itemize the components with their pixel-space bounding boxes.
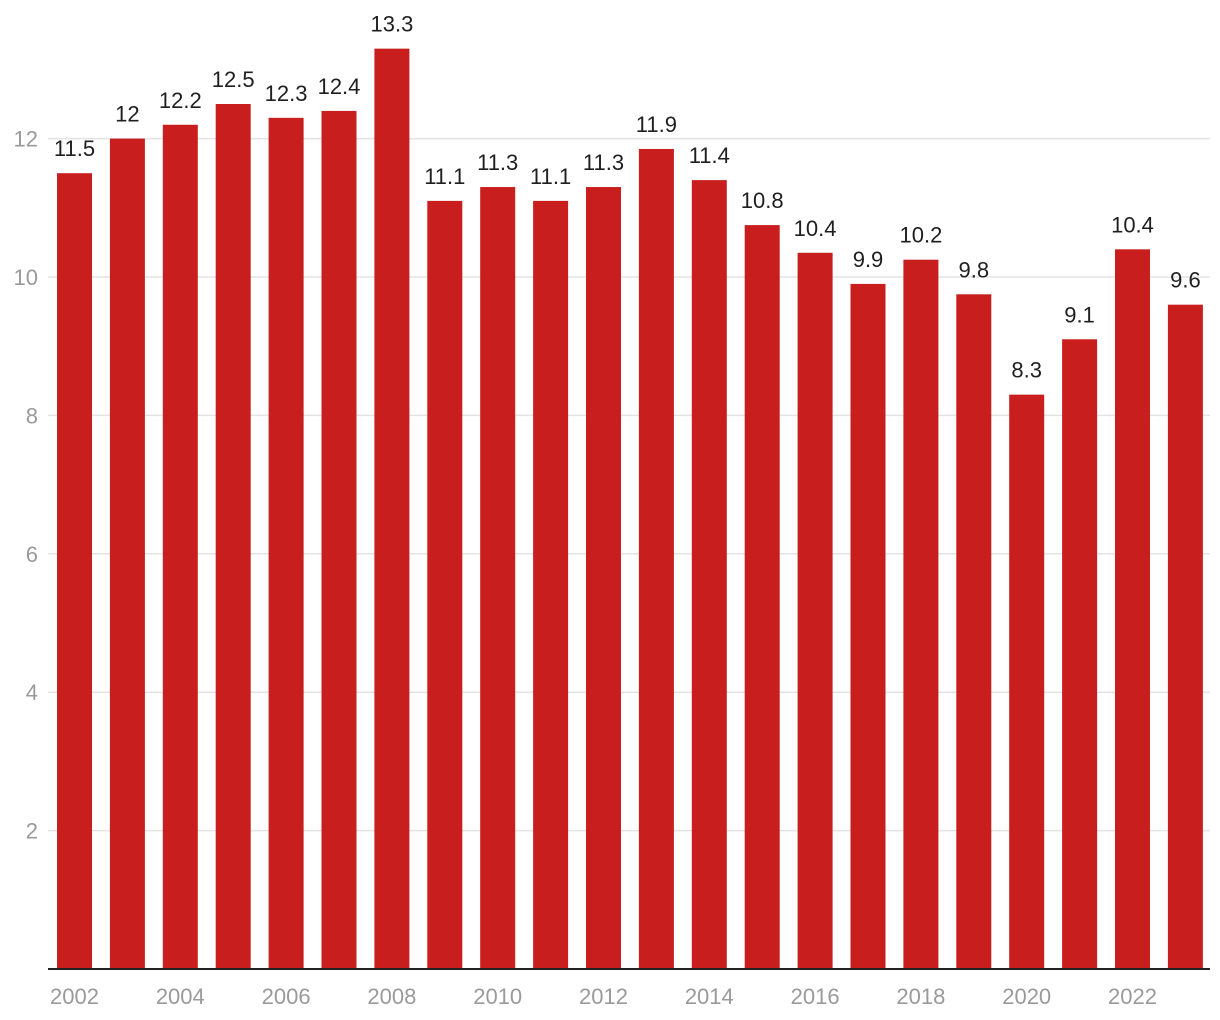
data-labels: 11.5 12 12.2 12.5 12.3 12.4 13.3 11.1 11.3 11.1 11… [54,12,1201,383]
bar-2016 [797,252,833,969]
x-tick-label-2012: 2012 [579,984,628,1009]
y-tick-label: 10 [14,265,38,290]
data-label-2017: 9.9 [853,247,884,272]
bar-2022 [1115,249,1150,969]
bar-2023 [1167,304,1203,969]
data-label-2016: 10.4 [794,216,837,241]
x-tick-label-2020: 2020 [1002,984,1051,1009]
x-tick-label-2018: 2018 [896,984,945,1009]
data-label-2022: 10.4 [1111,212,1154,237]
x-axis-ticks: 2002 2004 2006 2008 2010 2012 2014 2016 2018 2020… [50,984,1157,1009]
bar-2012 [586,187,621,970]
data-label-2002: 11.5 [54,136,95,161]
x-tick-label-2016: 2016 [791,984,840,1009]
x-tick-label-2008: 2008 [367,984,416,1009]
x-tick-label-2010: 2010 [473,984,522,1009]
bar-2003 [109,138,145,970]
x-tick-label-2022: 2022 [1108,984,1157,1009]
bar-2014 [691,180,727,969]
bar-2009 [427,200,463,969]
data-label-2021: 9.1 [1064,302,1095,327]
x-tick-label-2014: 2014 [685,984,734,1009]
bar-2013 [638,148,674,970]
data-label-2013: 11.9 [636,112,677,137]
bar-2021 [1062,339,1098,969]
data-label-2020: 8.3 [1011,358,1042,383]
bar-2008 [374,48,410,969]
data-label-2004: 12.2 [159,88,202,113]
bar-2004 [162,124,198,969]
bars [57,48,1203,970]
bar-2002 [57,173,92,969]
data-label-2023: 9.6 [1170,268,1201,293]
x-tick-label-2002: 2002 [50,984,99,1009]
data-label-2008: 13.3 [370,12,413,37]
bar-2019 [956,294,992,969]
x-tick-label-2004: 2004 [156,984,205,1009]
y-tick-label: 6 [26,542,38,567]
bar-2017 [850,283,886,969]
data-label-2009: 11.1 [424,164,465,189]
data-label-2014: 11.4 [689,143,730,168]
data-label-2003: 12 [115,102,139,127]
bar-2011 [533,200,569,969]
data-label-2012: 11.3 [583,150,624,175]
y-tick-label: 4 [26,680,38,705]
bar-2005 [215,104,251,969]
data-label-2007: 12.4 [318,74,361,99]
data-label-2010: 11.3 [477,150,518,175]
y-tick-label: 2 [26,819,38,844]
data-label-2011: 11.1 [530,164,571,189]
y-tick-label: 12 [14,127,38,152]
x-tick-label-2006: 2006 [262,984,311,1009]
y-axis-ticks: 2 4 6 8 10 12 [14,127,38,844]
bar-2015 [744,225,780,970]
bar-2018 [903,259,939,969]
bar-2010 [480,187,516,970]
bar-2006 [268,117,304,970]
bar-2007 [321,110,357,970]
data-label-2018: 10.2 [899,223,942,248]
data-label-2015: 10.8 [741,188,784,213]
y-tick-label: 8 [26,403,38,428]
bar-2020 [1009,394,1045,969]
data-label-2006: 12.3 [265,81,308,106]
data-label-2019: 9.8 [959,257,990,282]
data-label-2005: 12.5 [212,67,255,92]
